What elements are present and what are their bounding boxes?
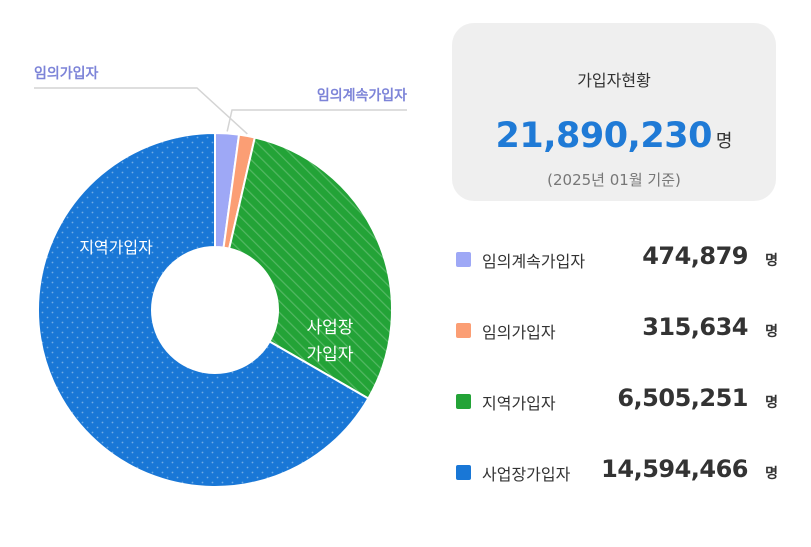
legend-value: 14,594,466 [601, 455, 748, 483]
total-unit: 명 [715, 131, 733, 152]
slice-label-voluntary-continued: 임의계속가입자 [317, 87, 407, 104]
callout-line-voluntary-continued [226, 109, 407, 132]
legend-unit: 명 [765, 395, 778, 411]
legend-value: 315,634 [642, 313, 748, 341]
legend-value: 474,879 [642, 242, 748, 270]
legend-unit: 명 [765, 466, 778, 482]
slice-label-workplace-line1: 사업장 [307, 318, 354, 338]
legend-swatch [456, 394, 471, 409]
total-subscribers: 21,890,230 [495, 116, 713, 156]
legend-item-voluntary: 임의가입자 315,634 명 [452, 311, 782, 351]
legend-swatch [456, 465, 471, 480]
legend-label: 사업장가입자 [482, 465, 571, 484]
legend-label: 임의계속가입자 [482, 252, 586, 271]
legend-item-workplace: 사업장가입자 14,594,466 명 [452, 453, 782, 493]
slice-texture-regional [229, 137, 392, 399]
summary-card: 가입자현황 21,890,230 명 (2025년 01월 기준) [452, 23, 776, 201]
legend-unit: 명 [765, 324, 778, 340]
legend-item-regional: 지역가입자 6,505,251 명 [452, 382, 782, 422]
reference-date: (2025년 01월 기준) [547, 171, 681, 189]
legend-swatch [456, 323, 471, 338]
slice-texture-workplace [38, 133, 369, 487]
legend-label: 임의가입자 [482, 323, 556, 342]
slice-label-voluntary: 임의가입자 [34, 65, 99, 82]
legend-label: 지역가입자 [482, 394, 556, 413]
legend-swatch [456, 252, 471, 267]
summary-title: 가입자현황 [577, 71, 651, 90]
summary-total-row: 21,890,230 명 [452, 109, 776, 169]
callout-line-voluntary [34, 87, 248, 135]
legend-unit: 명 [765, 253, 778, 269]
slice-label-regional: 지역가입자 [79, 238, 153, 257]
slice-label-workplace-line2: 가입자 [307, 345, 354, 365]
legend-value: 6,505,251 [617, 384, 748, 412]
legend-item-voluntary-continued: 임의계속가입자 474,879 명 [452, 240, 782, 280]
